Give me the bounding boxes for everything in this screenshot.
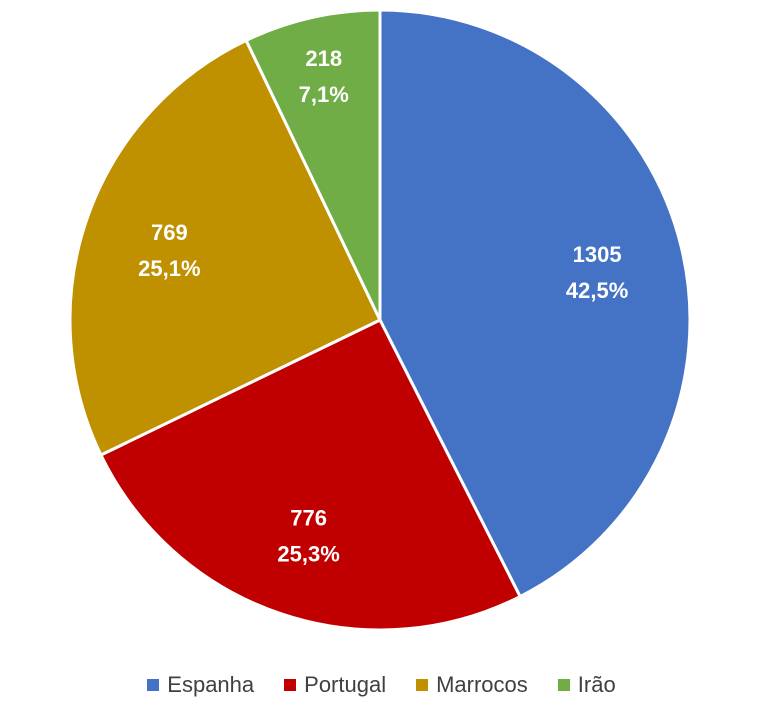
slices-layer	[68, 8, 692, 632]
legend-label: Espanha	[167, 672, 255, 697]
legend-item-marrocos: Marrocos	[416, 672, 528, 698]
legend-label: Portugal	[304, 672, 387, 697]
legend-item-espanha: Espanha	[147, 672, 254, 698]
legend-swatch	[416, 679, 429, 691]
legend-item-irão: Irão	[557, 672, 616, 698]
data-label-value-portugal: 776	[290, 505, 327, 530]
data-label-value-marrocos: 769	[151, 220, 188, 245]
legend-swatch	[557, 679, 570, 691]
slice-espanha	[378, 8, 692, 599]
slice-portugal	[98, 318, 523, 632]
legend-swatch	[147, 679, 160, 691]
data-label-value-irão: 218	[305, 46, 342, 71]
data-label-percent-espanha: 42,5%	[566, 278, 628, 303]
legend: Espanha Portugal Marrocos Irão	[0, 668, 763, 702]
data-label-percent-marrocos: 25,1%	[138, 256, 200, 281]
data-label-percent-irão: 7,1%	[299, 82, 349, 107]
slice-irão	[244, 8, 382, 321]
data-label-value-espanha: 1305	[573, 242, 622, 267]
labels-layer: 1305 42,5% 776 25,3% 769 25,1% 218 7,1%	[138, 46, 628, 566]
data-label-percent-portugal: 25,3%	[277, 541, 339, 566]
legend-swatch	[284, 679, 297, 691]
slice-marrocos	[68, 38, 382, 457]
legend-item-portugal: Portugal	[284, 672, 386, 698]
legend-label: Marrocos	[436, 672, 528, 697]
legend-label: Irão	[577, 672, 616, 697]
pie-chart-canvas: 1305 42,5% 776 25,3% 769 25,1% 218 7,1%	[68, 8, 692, 632]
